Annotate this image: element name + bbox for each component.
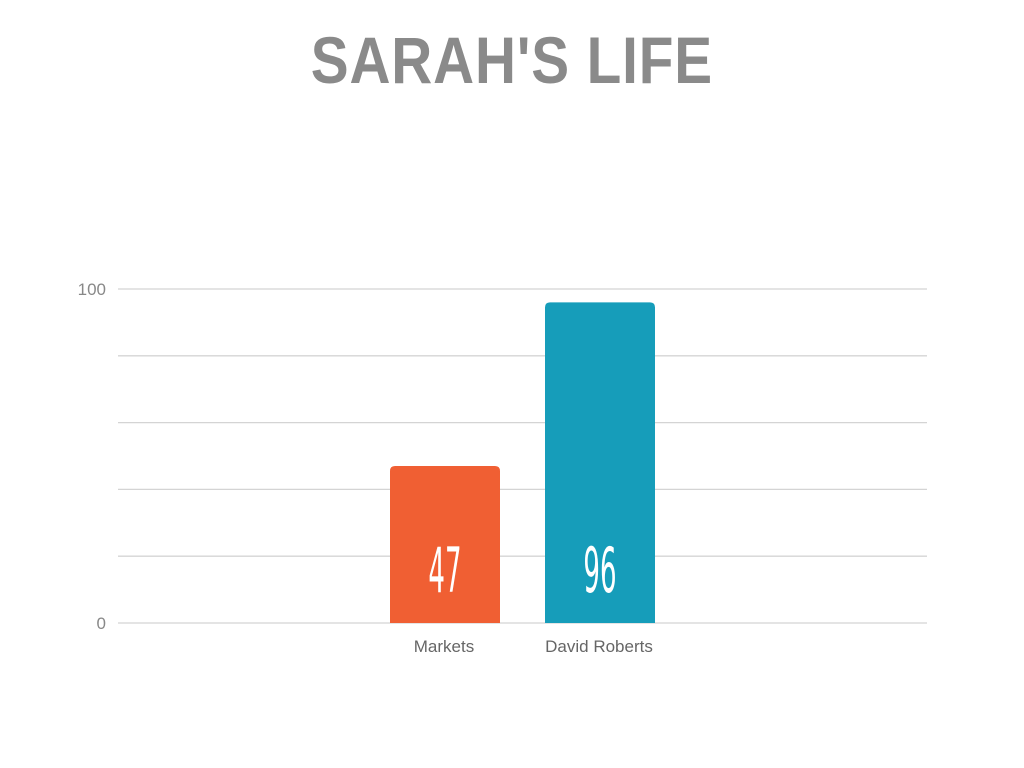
chart-title-text: SARAH'S LIFE (310, 23, 714, 97)
chart-title: SARAH'S LIFE (0, 22, 1024, 98)
bar-markets (390, 466, 500, 623)
y-tick-label: 0 (97, 614, 106, 633)
data-label: 96 (583, 536, 616, 608)
bar-david-roberts (545, 302, 655, 623)
x-category-label: David Roberts (545, 637, 653, 656)
y-tick-label: 100 (78, 280, 106, 299)
data-label: 47 (428, 536, 461, 608)
x-category-label: Markets (414, 637, 474, 656)
